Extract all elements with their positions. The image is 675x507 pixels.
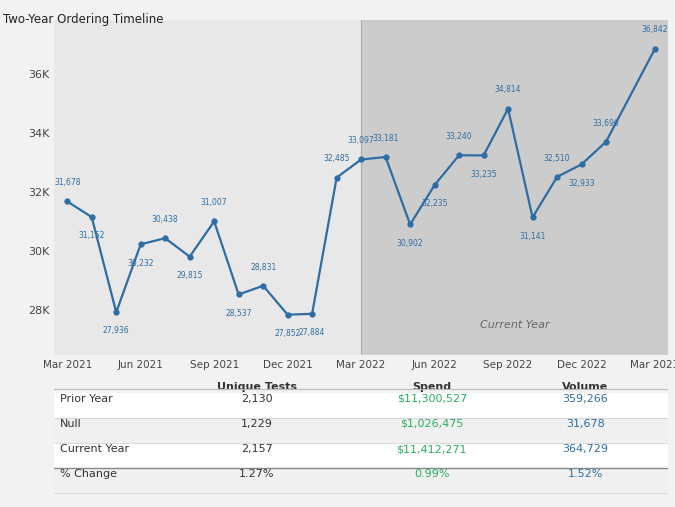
Text: 30,232: 30,232 bbox=[128, 259, 154, 268]
Text: 1,229: 1,229 bbox=[241, 419, 273, 429]
Bar bbox=[54, 443, 668, 468]
Text: 27,884: 27,884 bbox=[299, 328, 325, 337]
Text: 1.27%: 1.27% bbox=[239, 469, 275, 479]
Text: 33,181: 33,181 bbox=[373, 134, 399, 143]
Text: 30,438: 30,438 bbox=[152, 215, 178, 224]
Text: Current Year: Current Year bbox=[480, 319, 549, 330]
Text: 2,130: 2,130 bbox=[241, 394, 273, 404]
Text: 31,678: 31,678 bbox=[54, 178, 80, 187]
Text: Spend: Spend bbox=[412, 382, 452, 392]
Text: $11,300,527: $11,300,527 bbox=[397, 394, 467, 404]
Text: Null: Null bbox=[60, 419, 82, 429]
Text: $1,026,475: $1,026,475 bbox=[400, 419, 464, 429]
Text: 29,815: 29,815 bbox=[177, 271, 203, 280]
Text: 0.99%: 0.99% bbox=[414, 469, 450, 479]
Text: Unique Tests: Unique Tests bbox=[217, 382, 297, 392]
Text: 31,007: 31,007 bbox=[201, 198, 227, 207]
Text: 32,510: 32,510 bbox=[544, 154, 570, 163]
Text: 32,235: 32,235 bbox=[421, 199, 448, 208]
Bar bbox=[54, 20, 361, 355]
Bar bbox=[54, 468, 668, 493]
Text: 31,152: 31,152 bbox=[78, 231, 105, 240]
Text: 28,831: 28,831 bbox=[250, 263, 276, 272]
Text: 34,814: 34,814 bbox=[495, 86, 521, 94]
Text: Prior Year: Prior Year bbox=[60, 394, 113, 404]
Text: $11,412,271: $11,412,271 bbox=[396, 444, 467, 454]
Text: 33,696: 33,696 bbox=[593, 119, 620, 128]
Text: 31,678: 31,678 bbox=[566, 419, 605, 429]
Text: 28,537: 28,537 bbox=[225, 309, 252, 318]
Text: 1.52%: 1.52% bbox=[568, 469, 603, 479]
Text: 359,266: 359,266 bbox=[562, 394, 608, 404]
Text: 32,933: 32,933 bbox=[568, 178, 595, 188]
Text: 27,852: 27,852 bbox=[275, 329, 301, 338]
Text: 31,141: 31,141 bbox=[519, 232, 545, 241]
Bar bbox=[361, 20, 668, 355]
Text: 27,936: 27,936 bbox=[103, 327, 130, 336]
Text: 32,485: 32,485 bbox=[323, 155, 350, 163]
Text: % Change: % Change bbox=[60, 469, 117, 479]
Bar bbox=[54, 392, 668, 418]
Bar bbox=[54, 418, 668, 443]
Text: 33,240: 33,240 bbox=[446, 132, 472, 141]
Text: 30,902: 30,902 bbox=[397, 239, 423, 247]
Text: Volume: Volume bbox=[562, 382, 608, 392]
Text: 2,157: 2,157 bbox=[241, 444, 273, 454]
Text: 364,729: 364,729 bbox=[562, 444, 608, 454]
Text: 33,235: 33,235 bbox=[470, 170, 497, 178]
Text: 33,097: 33,097 bbox=[348, 136, 375, 146]
Text: Two-Year Ordering Timeline: Two-Year Ordering Timeline bbox=[3, 13, 164, 26]
Text: 36,842: 36,842 bbox=[642, 25, 668, 34]
Text: Current Year: Current Year bbox=[60, 444, 130, 454]
